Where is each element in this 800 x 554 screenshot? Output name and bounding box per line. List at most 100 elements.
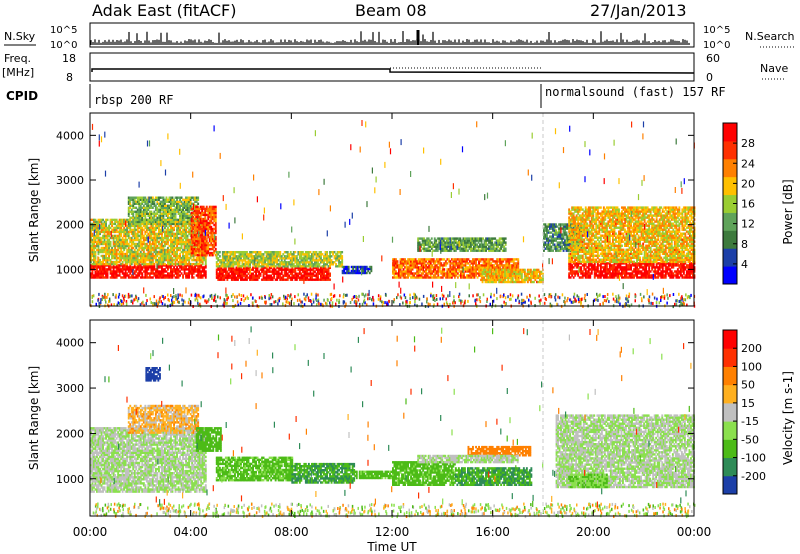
heatmap-cell (177, 276, 180, 279)
heatmap-cell (129, 230, 132, 234)
heatmap-cell (156, 268, 159, 271)
heatmap-cell (136, 230, 139, 234)
heatmap-cell (173, 204, 175, 207)
heatmap-cell (165, 266, 168, 269)
heatmap-cell (176, 256, 178, 260)
heatmap-cell (94, 264, 97, 267)
heatmap-cell (179, 218, 181, 222)
heatmap-cell (136, 256, 139, 260)
heatmap-cell (173, 242, 175, 246)
heatmap-cell (124, 232, 127, 236)
heatmap-cell (139, 224, 142, 228)
heatmap-cell (144, 246, 147, 250)
heatmap-cell (106, 230, 109, 234)
heatmap-cell (96, 276, 98, 279)
heatmap-cell (118, 274, 121, 277)
heatmap-cell (153, 266, 156, 269)
heatmap-cell (97, 218, 100, 222)
heatmap-cell (161, 224, 163, 228)
heatmap-cell (179, 208, 181, 211)
heatmap-cell (197, 274, 200, 277)
heatmap-cell (139, 254, 142, 258)
heatmap-cell (141, 206, 144, 209)
heatmap-cell (176, 222, 178, 226)
heatmap-cell (127, 246, 130, 250)
heatmap-cell (167, 212, 169, 215)
heatmap-cell (97, 230, 100, 234)
heatmap-cell (151, 232, 154, 236)
heatmap-cell (158, 224, 160, 228)
heatmap-cell (171, 196, 174, 199)
heatmap-cell (139, 250, 142, 254)
heatmap-cell (188, 246, 191, 250)
heatmap-cell (130, 258, 133, 262)
heatmap-cell (144, 218, 147, 222)
heatmap-cell (168, 260, 171, 264)
heatmap-cell (118, 254, 121, 258)
heatmap-cell (159, 222, 162, 226)
heatmap-cell (174, 258, 177, 262)
heatmap-cell (176, 238, 178, 242)
heatmap-cell (180, 246, 183, 250)
heatmap-cell (182, 248, 184, 252)
heatmap-cell (127, 250, 130, 254)
heatmap-cell (109, 232, 112, 236)
heatmap-cell (136, 268, 139, 271)
heatmap-cell (130, 252, 133, 256)
heatmap-cell (106, 232, 109, 236)
heatmap-cell (183, 228, 186, 232)
heatmap-cell (124, 262, 127, 266)
heatmap-cell (129, 196, 132, 199)
heatmap-cell (99, 238, 101, 242)
heatmap-cell (154, 246, 157, 250)
heatmap-cell (151, 238, 154, 242)
heatmap-cell (162, 228, 165, 232)
heatmap-cell (173, 214, 175, 217)
heatmap-cell (115, 270, 118, 273)
heatmap-cell (153, 242, 156, 246)
heatmap-cell (126, 250, 129, 254)
heatmap-cell (121, 236, 124, 240)
heatmap-cell (150, 234, 153, 238)
heatmap-cell (192, 276, 195, 279)
heatmap-cell (141, 210, 144, 213)
heatmap-cell (144, 238, 147, 242)
heatmap-cell (100, 268, 103, 271)
heatmap-cell (177, 242, 180, 246)
heatmap-cell (145, 218, 148, 222)
heatmap-cell (189, 256, 192, 260)
heatmap-cell (103, 232, 106, 236)
heatmap-cell (164, 250, 166, 254)
heatmap-cell (173, 258, 175, 262)
heatmap-cell (179, 200, 181, 203)
heatmap-cell (159, 256, 162, 260)
heatmap-cell (115, 228, 118, 232)
heatmap-cell (105, 224, 107, 228)
heatmap-cell (174, 222, 177, 226)
heatmap-cell (189, 266, 192, 269)
heatmap-cell (153, 262, 156, 266)
heatmap-cell (154, 214, 157, 217)
heatmap-cell (189, 224, 192, 228)
heatmap-cell (195, 268, 198, 271)
heatmap-cell (182, 252, 184, 256)
heatmap-cell (189, 264, 192, 267)
heatmap-cell (121, 246, 124, 250)
heatmap-cell (112, 226, 115, 230)
heatmap-cell (191, 276, 194, 279)
heatmap-cell (93, 256, 95, 260)
heatmap-cell (117, 222, 120, 226)
heatmap-cell (139, 214, 142, 217)
heatmap-cell (183, 264, 186, 267)
heatmap-cell (197, 270, 200, 273)
heatmap-cell (90, 222, 92, 226)
heatmap-cell (167, 214, 169, 217)
heatmap-cell (106, 258, 109, 262)
heatmap-cell (204, 256, 207, 260)
noise-tick-top-left: 10^5 (50, 25, 77, 36)
heatmap-cell (174, 256, 177, 260)
heatmap-cell (165, 212, 168, 215)
heatmap-cell (173, 240, 175, 244)
noise-trace (90, 30, 690, 45)
